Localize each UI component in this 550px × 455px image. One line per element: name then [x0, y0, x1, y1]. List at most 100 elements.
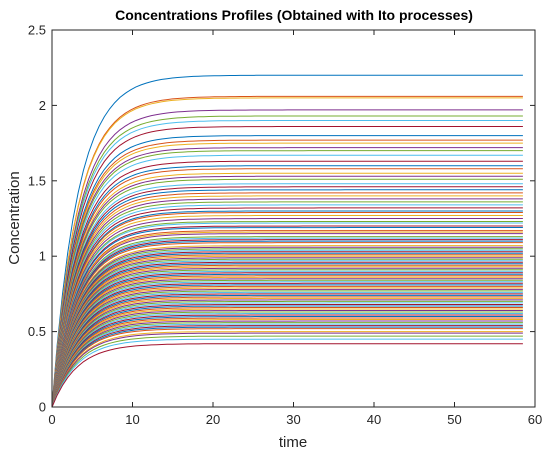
- series-line: [51, 237, 523, 408]
- series-line: [51, 207, 523, 408]
- series-line: [51, 343, 523, 408]
- series-line: [51, 278, 523, 408]
- tick-layer: 0 10 20 30 40 50 60 0 0.5 1 1.5 2 2.5: [28, 23, 542, 428]
- series-line: [51, 325, 523, 408]
- x-tick-label: 20: [206, 412, 220, 427]
- series-line: [51, 272, 523, 408]
- series-line: [51, 168, 523, 408]
- series-line: [51, 322, 523, 408]
- series-line: [51, 252, 523, 408]
- series-line: [51, 273, 523, 408]
- series-line: [51, 195, 523, 408]
- y-tick-label: 1: [39, 249, 46, 264]
- series-line: [51, 311, 523, 408]
- series-line: [51, 296, 523, 408]
- series-line: [51, 139, 523, 408]
- series-line: [51, 285, 523, 408]
- series-line: [51, 257, 523, 408]
- series-line: [51, 331, 523, 408]
- series-line: [51, 150, 523, 408]
- series-line: [51, 326, 523, 408]
- y-tick-label: 0.5: [28, 324, 46, 339]
- series-line: [51, 246, 523, 408]
- series-line: [51, 245, 523, 408]
- series-line: [51, 304, 523, 408]
- series-line: [51, 294, 523, 408]
- series-line: [51, 338, 523, 408]
- series-line: [51, 328, 523, 408]
- series-line: [51, 300, 523, 408]
- series-line: [51, 251, 523, 408]
- series-line: [51, 109, 523, 408]
- series-line: [51, 248, 523, 408]
- x-tick-label: 60: [528, 412, 542, 427]
- series-line: [51, 310, 523, 408]
- series-line: [51, 178, 523, 408]
- series-line: [51, 282, 523, 408]
- series-line: [51, 291, 523, 408]
- series-line: [51, 316, 523, 408]
- series-line: [51, 212, 523, 408]
- series-line: [51, 218, 523, 408]
- series-line: [51, 305, 523, 408]
- series-line: [51, 147, 523, 408]
- series-line: [51, 270, 523, 408]
- x-tick-label: 10: [125, 412, 139, 427]
- series-line: [51, 260, 523, 408]
- series-line: [51, 242, 523, 408]
- series-line: [51, 222, 523, 408]
- series-line: [51, 240, 523, 408]
- series-line: [51, 261, 523, 408]
- series-line: [51, 165, 523, 408]
- series-line: [51, 307, 523, 408]
- series-line: [51, 255, 523, 408]
- series-line: [51, 299, 523, 408]
- series-line: [51, 227, 523, 408]
- y-axis-label: Concentration: [6, 171, 23, 264]
- y-tick-label: 2: [39, 98, 46, 113]
- series-line: [51, 175, 523, 408]
- series-line: [51, 215, 523, 408]
- series-line: [51, 254, 523, 408]
- series-line: [51, 74, 523, 408]
- x-tick-label: 30: [286, 412, 300, 427]
- series-line: [51, 115, 523, 408]
- series-line: [51, 281, 523, 408]
- series-line: [51, 320, 523, 408]
- y-tick-label: 1.5: [28, 173, 46, 188]
- series-line: [51, 201, 523, 408]
- series-line: [51, 186, 523, 408]
- series-line: [51, 126, 523, 408]
- series-line: [51, 97, 523, 408]
- series-line: [51, 269, 523, 408]
- series-line: [51, 264, 523, 408]
- x-tick-label: 50: [447, 412, 461, 427]
- series-line: [51, 290, 523, 408]
- series-line: [51, 287, 523, 408]
- series-line: [51, 142, 523, 408]
- series-line: [51, 323, 523, 408]
- y-tick-label: 2.5: [28, 23, 46, 38]
- x-tick-label: 0: [48, 412, 55, 427]
- y-tick-label: 0: [39, 400, 46, 415]
- series-line: [51, 266, 523, 408]
- series-line: [51, 288, 523, 408]
- series-line: [51, 160, 523, 408]
- series-line: [51, 95, 523, 408]
- series-line: [51, 192, 523, 408]
- series-line: [51, 275, 523, 408]
- series-line: [51, 335, 523, 408]
- series-line: [51, 249, 523, 408]
- series-line: [51, 198, 523, 408]
- series-line: [51, 231, 523, 408]
- series-line: [51, 302, 523, 408]
- series-line: [51, 239, 523, 408]
- series-layer: [51, 74, 523, 408]
- series-line: [51, 317, 523, 408]
- series-line: [51, 293, 523, 408]
- series-line: [51, 135, 523, 408]
- series-line: [51, 314, 523, 408]
- series-line: [51, 225, 523, 408]
- series-line: [51, 120, 523, 408]
